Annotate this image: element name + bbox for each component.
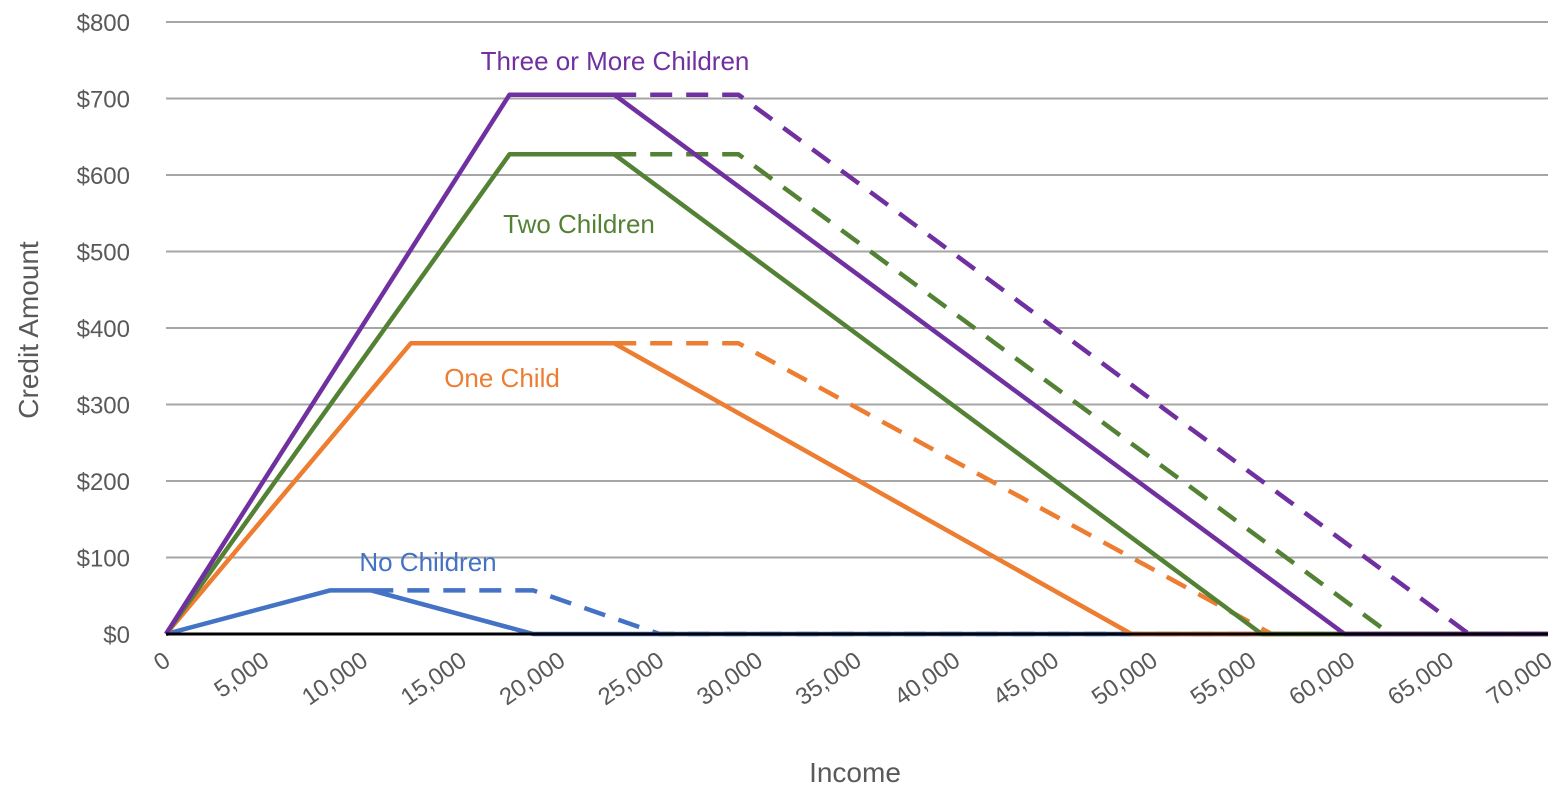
three-or-more-children-label: Three or More Children	[481, 46, 750, 76]
x-tick-label: 20,000	[495, 647, 571, 711]
x-tick-label: 5,000	[209, 647, 274, 704]
x-tick-label: 15,000	[396, 647, 472, 711]
x-tick-label: 40,000	[890, 647, 966, 711]
y-tick-label: $600	[77, 163, 130, 190]
y-tick-label: $300	[77, 393, 130, 420]
x-tick-label: 60,000	[1284, 647, 1360, 711]
one-child-label: One Child	[444, 363, 560, 393]
no-children-label: No Children	[359, 547, 496, 577]
x-tick-label: 35,000	[791, 647, 867, 711]
x-tick-label: 0	[149, 647, 175, 677]
x-tick-label: 50,000	[1087, 647, 1163, 711]
x-tick-label: 45,000	[988, 647, 1064, 711]
x-tick-label: 65,000	[1383, 647, 1459, 711]
three-or-more-children-dashed-line	[614, 92, 1548, 637]
y-tick-label: $400	[77, 316, 130, 343]
y-tick-label: $700	[77, 87, 130, 114]
y-tick-label: $500	[77, 240, 130, 267]
y-tick-label: $800	[77, 10, 130, 37]
x-tick-labels: 0 5,000 10,000 15,000 20,000 25,000 30,000 35,0…	[149, 647, 1555, 711]
x-tick-label: 30,000	[692, 647, 768, 711]
two-children-label: Two Children	[503, 209, 655, 239]
no-children-dashed-line	[371, 588, 1548, 637]
x-tick-label: 55,000	[1186, 647, 1262, 711]
series-labels: Three or More Children Two Children One Ch…	[359, 46, 749, 577]
x-axis-title: Income	[809, 757, 901, 788]
x-tick-label: 10,000	[297, 647, 373, 711]
y-tick-labels: $0 $100 $200 $300 $400 $500 $600 $700 $800	[77, 10, 130, 649]
two-children-dashed-line	[614, 152, 1548, 637]
y-tick-label: $200	[77, 469, 130, 496]
x-tick-label: 25,000	[593, 647, 669, 711]
x-tick-label: 70,000	[1482, 647, 1555, 711]
y-tick-label: $0	[103, 622, 130, 649]
y-tick-label: $100	[77, 546, 130, 573]
y-axis-title: Credit Amount	[13, 241, 44, 419]
gridlines	[166, 21, 1548, 559]
